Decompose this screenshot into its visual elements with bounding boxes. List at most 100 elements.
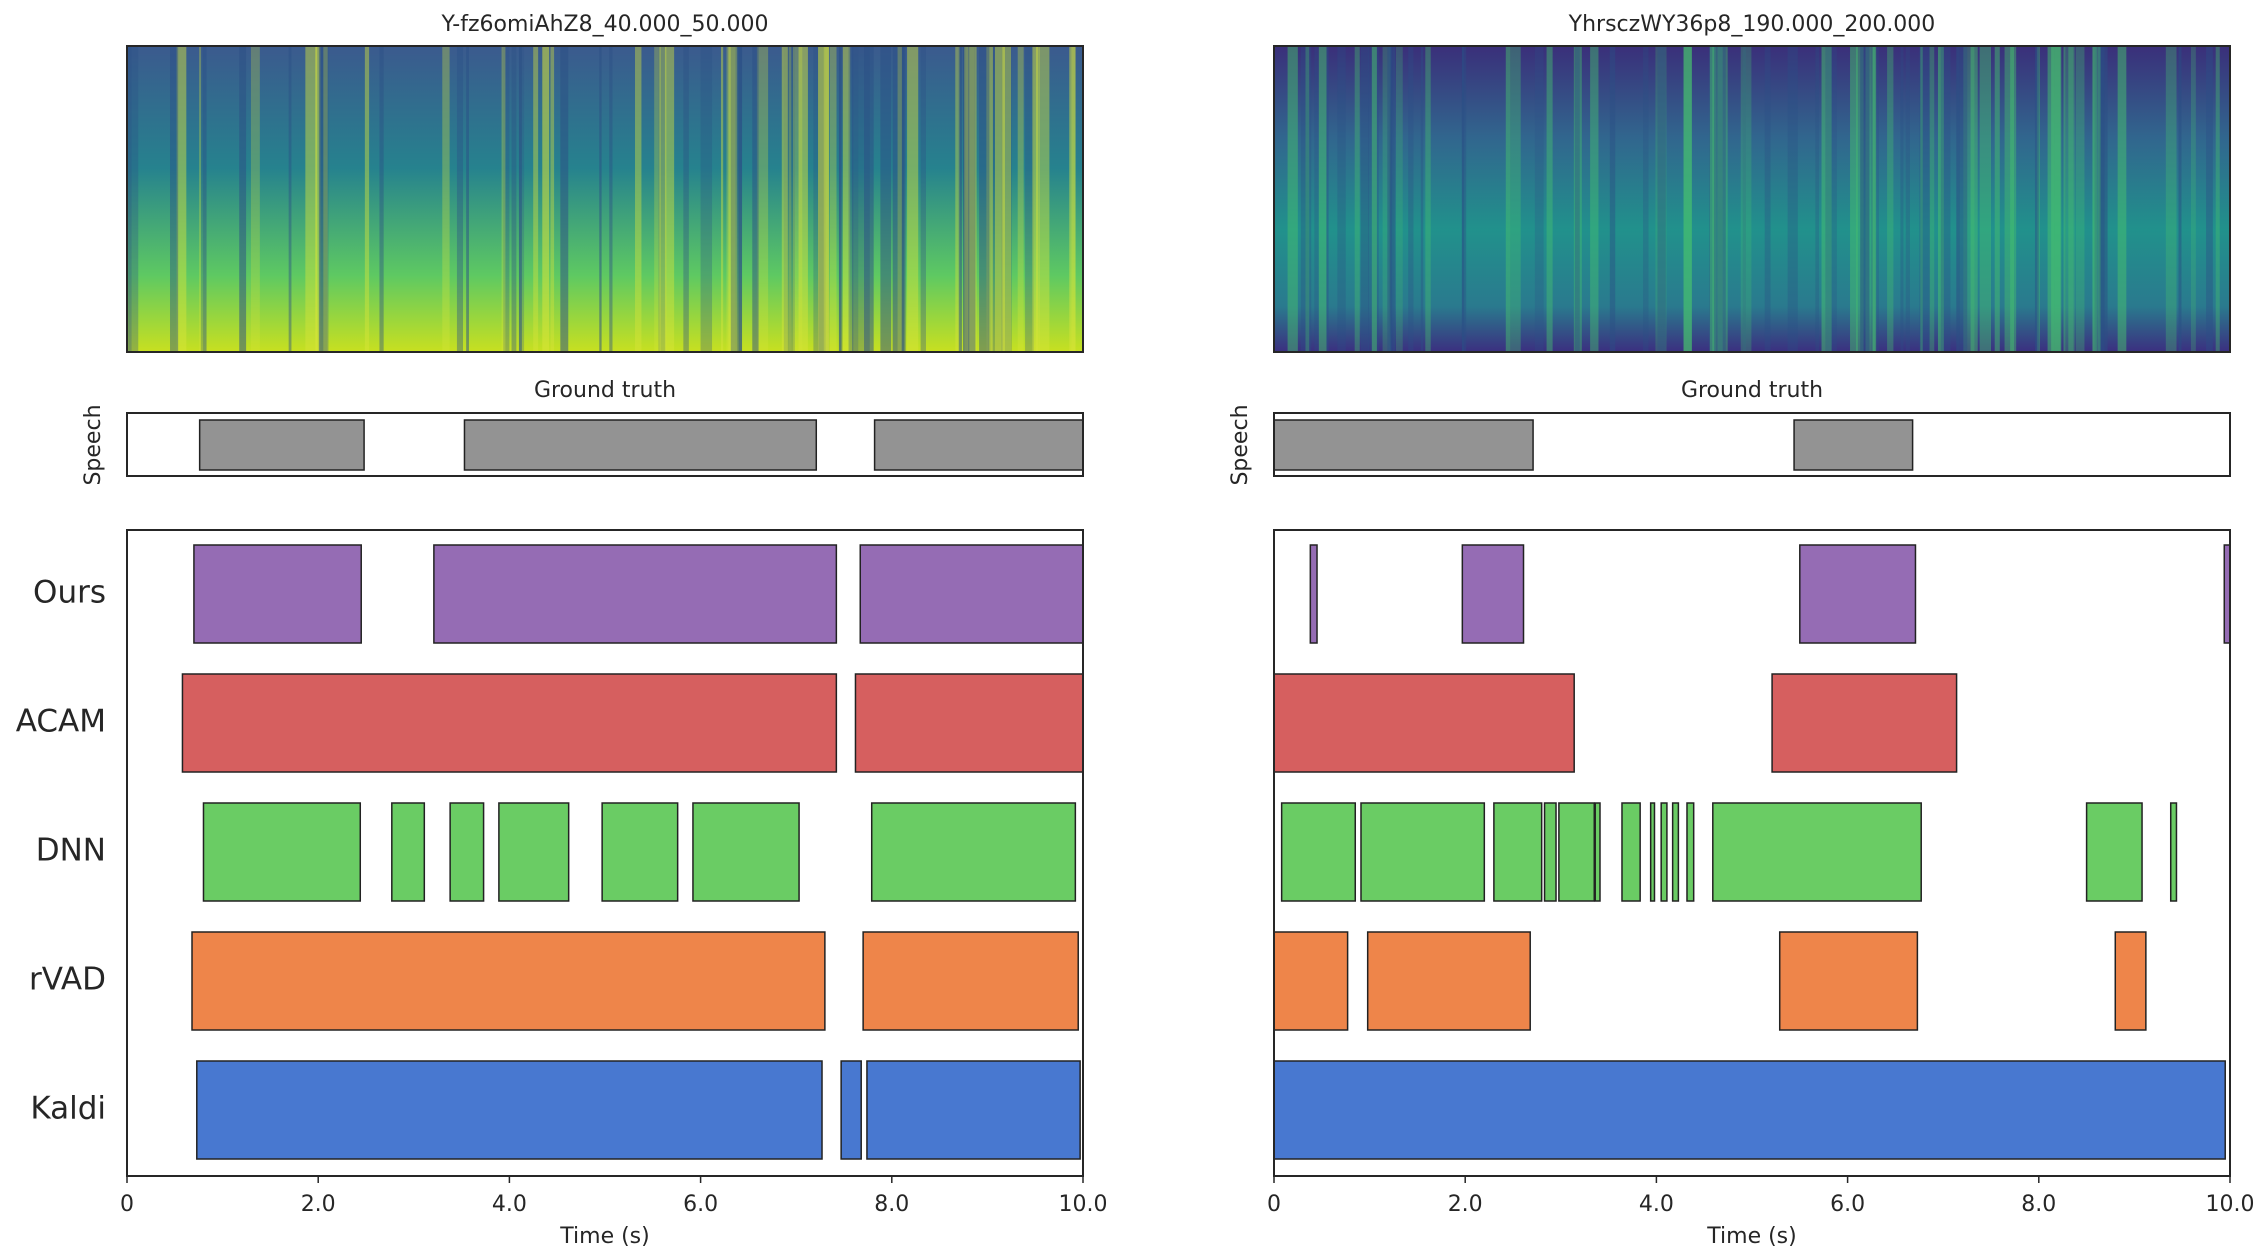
- spectrogram-stripe: [700, 46, 713, 352]
- spectrogram-stripe: [1979, 46, 1992, 352]
- spectrogram-stripe: [1815, 46, 1819, 352]
- spectrogram-stripe: [2094, 46, 2105, 352]
- ground-truth-segment: [1793, 419, 1914, 471]
- segment: [1799, 544, 1917, 644]
- spectrogram-stripe: [752, 46, 759, 352]
- spectrogram-stripe: [1573, 46, 1582, 352]
- spectrogram-stripe: [2068, 46, 2074, 352]
- spectrogram-stripe: [1590, 46, 1599, 352]
- spectrogram-stripe: [1609, 46, 1616, 352]
- spectrogram-stripe: [897, 46, 902, 352]
- x-axis-label: Time (s): [1706, 1224, 1796, 1249]
- ground-truth-segment: [198, 419, 365, 471]
- spectrogram-stripe: [683, 46, 689, 352]
- spectrogram-stripe: [1001, 46, 1012, 352]
- segment: [1686, 802, 1695, 902]
- spectrogram-stripe: [199, 46, 202, 352]
- spectrogram-stripe: [1071, 46, 1076, 352]
- spectrogram-stripe: [1905, 46, 1910, 352]
- spectrogram-stripe: [364, 46, 370, 352]
- spectrogram-stripe: [1787, 46, 1798, 352]
- segment: [692, 802, 800, 902]
- spectrogram-stripe: [1461, 46, 1465, 352]
- spectrogram-stripe: [1002, 46, 1012, 352]
- spectrogram-stripe: [1920, 46, 1923, 352]
- spectrogram-stripe: [2075, 46, 2085, 352]
- spectrogram-stripe: [1825, 46, 1837, 352]
- spectrogram-stripe: [1919, 46, 1931, 352]
- x-tick-label: 6.0: [1830, 1192, 1865, 1217]
- spectrogram-stripe: [1387, 46, 1392, 352]
- spectrogram-stripe: [319, 46, 329, 352]
- spectrogram-stripe: [1025, 46, 1035, 352]
- x-tick-label: 10.0: [1059, 1192, 1108, 1217]
- x-tick-label: 6.0: [683, 1192, 718, 1217]
- spectrogram-stripe: [1534, 46, 1544, 352]
- spectrogram-stripe: [783, 46, 795, 352]
- spectrogram-stripe: [1929, 46, 1935, 352]
- spectrogram-stripe: [852, 46, 859, 352]
- spectrogram-stripe: [955, 46, 960, 352]
- spectrogram-stripe: [1860, 46, 1870, 352]
- x-axis-label: Time (s): [559, 1224, 649, 1249]
- row-label: Kaldi: [30, 1091, 106, 1127]
- spectrogram-stripe: [466, 46, 469, 352]
- spectrogram: [127, 46, 1083, 352]
- spectrogram-stripe: [1683, 46, 1692, 352]
- spectrogram-stripe: [2004, 46, 2017, 352]
- spectrogram-stripe: [170, 46, 179, 352]
- segment: [1543, 802, 1557, 902]
- spectrogram-stripe: [1326, 46, 1329, 352]
- spectrogram-stripe: [1510, 46, 1521, 352]
- spectrogram-stripe: [1371, 46, 1377, 352]
- segment: [1771, 673, 1958, 773]
- segment: [1360, 802, 1486, 902]
- spectrogram-stripe: [503, 46, 510, 352]
- segment: [202, 802, 362, 902]
- spectrogram-stripe: [818, 46, 829, 352]
- spectrogram-stripe: [1425, 46, 1431, 352]
- segment: [840, 1060, 862, 1160]
- spectrogram-stripe: [176, 46, 187, 352]
- segment: [498, 802, 570, 902]
- spectrogram-stripe: [994, 46, 1005, 352]
- spectrogram-stripe: [838, 46, 842, 352]
- ground-truth-segment: [1273, 419, 1534, 471]
- segment: [1273, 673, 1575, 773]
- segment: [193, 544, 362, 644]
- spectrogram-stripe: [200, 46, 207, 352]
- spectrogram-stripe: [560, 46, 569, 352]
- spectrogram-stripe: [1657, 46, 1666, 352]
- spectrogram-stripe: [1395, 46, 1403, 352]
- spectrogram-stripe: [1821, 46, 1832, 352]
- spectrogram-stripe: [1709, 46, 1715, 352]
- segment: [1558, 802, 1596, 902]
- segment: [1273, 1060, 2226, 1160]
- spectrogram-stripe: [2178, 46, 2181, 352]
- spectrogram-stripe: [664, 46, 675, 352]
- segment: [854, 673, 1084, 773]
- spectrogram-stripe: [1036, 46, 1039, 352]
- spectrogram-stripe: [323, 46, 328, 352]
- spectrogram-stripe: [2091, 46, 2101, 352]
- spectrogram-stripe: [239, 46, 247, 352]
- segment: [1660, 802, 1668, 902]
- spectrogram-stripe: [654, 46, 661, 352]
- spectrogram-stripe: [1655, 46, 1667, 352]
- spectrogram-stripe: [1354, 46, 1360, 352]
- spectrogram-stripe: [1937, 46, 1944, 352]
- row-label: rVAD: [29, 962, 106, 998]
- spectrogram-stripe: [1717, 46, 1728, 352]
- x-tick-label: 4.0: [1639, 1192, 1674, 1217]
- spectrogram-stripe: [756, 46, 769, 352]
- spectrogram-stripe: [1713, 46, 1726, 352]
- segment: [391, 802, 426, 902]
- spectrogram-stripe: [2190, 46, 2196, 352]
- spectrogram-stripe: [1546, 46, 1553, 352]
- spectrogram-stripe: [1643, 46, 1649, 352]
- spectrogram-stripe: [2036, 46, 2040, 352]
- spectrogram-stripe: [1856, 46, 1864, 352]
- spectrogram-stripe: [2034, 46, 2039, 352]
- spectrogram-stripe: [2065, 46, 2076, 352]
- segment: [181, 673, 838, 773]
